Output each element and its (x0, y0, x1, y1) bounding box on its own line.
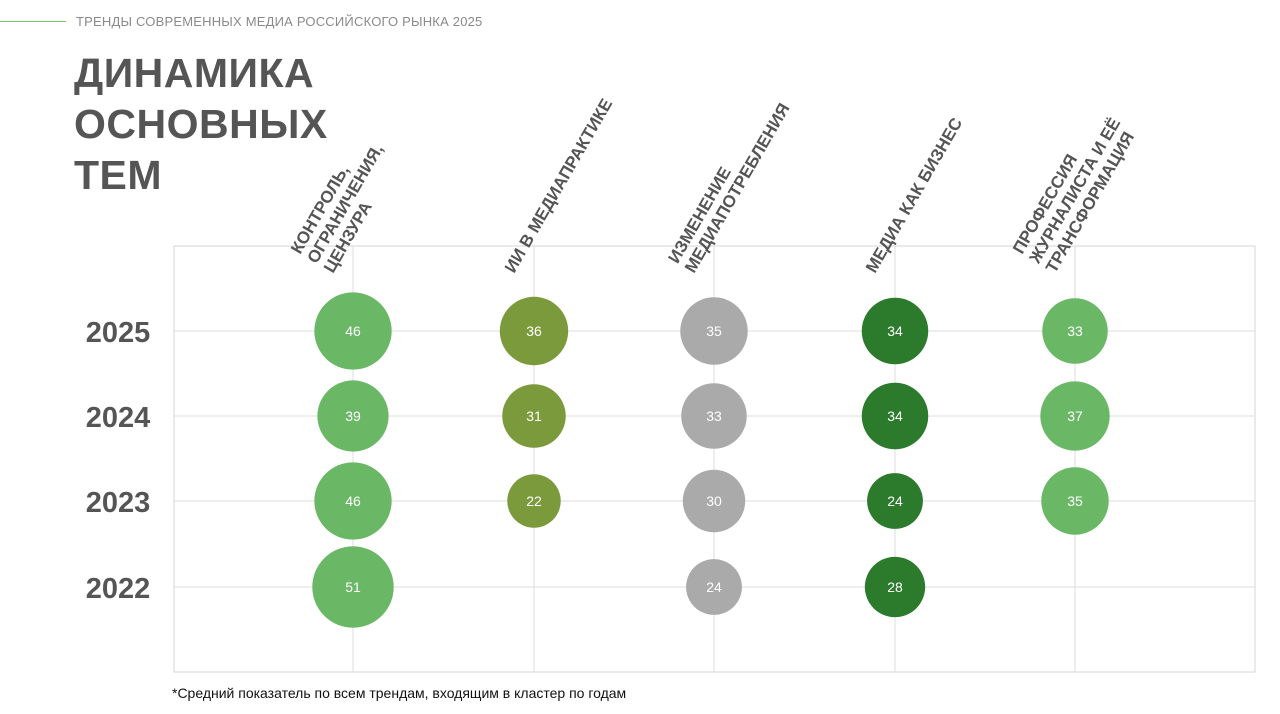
bubble-value-label: 35 (706, 323, 722, 339)
bubble-value-label: 24 (706, 579, 722, 595)
page-title-line: ТЕМ (74, 152, 163, 198)
category-label: ИИ В МЕДИАПРАКТИКЕ (501, 95, 616, 276)
bubble (502, 384, 566, 448)
header-accent-line (0, 21, 66, 22)
bubble-value-label: 35 (1067, 493, 1083, 509)
year-label: 2024 (86, 402, 151, 434)
bubble-value-label: 22 (526, 493, 542, 509)
bubble-value-label: 30 (706, 493, 722, 509)
bubble (1042, 298, 1108, 364)
bubble (861, 297, 929, 365)
bubble (686, 559, 742, 615)
bubble-value-label: 36 (526, 323, 542, 339)
bubble (1041, 467, 1109, 535)
bubble (864, 556, 926, 618)
category-label: МЕДИАПОТРЕБЛЕНИЯ (681, 100, 794, 276)
bubble-value-label: 51 (345, 579, 361, 595)
bubble (507, 474, 561, 528)
bubble-value-label: 34 (887, 408, 903, 424)
bubble (680, 297, 748, 365)
page-title-line: ДИНАМИКА (74, 50, 315, 96)
bubble-value-label: 33 (1067, 323, 1083, 339)
page-title-line: ОСНОВНЫХ (74, 101, 328, 147)
bubble (682, 469, 746, 533)
bubble (867, 473, 923, 529)
bubble-value-label: 46 (345, 493, 361, 509)
bubble-value-label: 28 (887, 579, 903, 595)
bubble (314, 462, 392, 540)
year-label: 2023 (86, 487, 151, 519)
footnote: *Средний показатель по всем трендам, вхо… (172, 685, 627, 701)
category-label: МЕДИА КАК БИЗНЕС (862, 114, 966, 276)
bubble-value-label: 31 (526, 408, 542, 424)
header-title: ТРЕНДЫ СОВРЕМЕННЫХ МЕДИА РОССИЙСКОГО РЫН… (76, 14, 483, 29)
year-label: 2025 (86, 317, 151, 349)
bubble (499, 296, 569, 366)
bubble-value-label: 46 (345, 323, 361, 339)
bubble-value-label: 24 (887, 493, 903, 509)
page-title: ДИНАМИКА ОСНОВНЫХ ТЕМ (74, 48, 328, 201)
year-label: 2022 (86, 573, 151, 605)
bubble (317, 380, 389, 452)
bubble (314, 292, 392, 370)
bubble-value-label: 33 (706, 408, 722, 424)
bubble-value-label: 39 (345, 408, 361, 424)
bubble (1040, 381, 1110, 451)
bubble-value-label: 34 (887, 323, 903, 339)
bubble (681, 383, 747, 449)
bubble-value-label: 37 (1067, 408, 1083, 424)
bubble (861, 382, 929, 450)
bubble (312, 546, 394, 628)
